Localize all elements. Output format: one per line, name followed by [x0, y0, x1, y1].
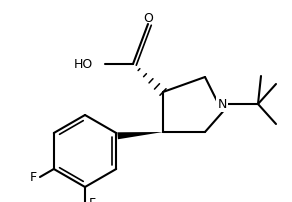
Text: HO: HO — [74, 58, 93, 71]
Polygon shape — [117, 132, 163, 140]
Text: F: F — [29, 171, 36, 184]
Text: F: F — [88, 197, 95, 202]
Text: N: N — [217, 98, 227, 111]
Text: O: O — [143, 12, 153, 24]
